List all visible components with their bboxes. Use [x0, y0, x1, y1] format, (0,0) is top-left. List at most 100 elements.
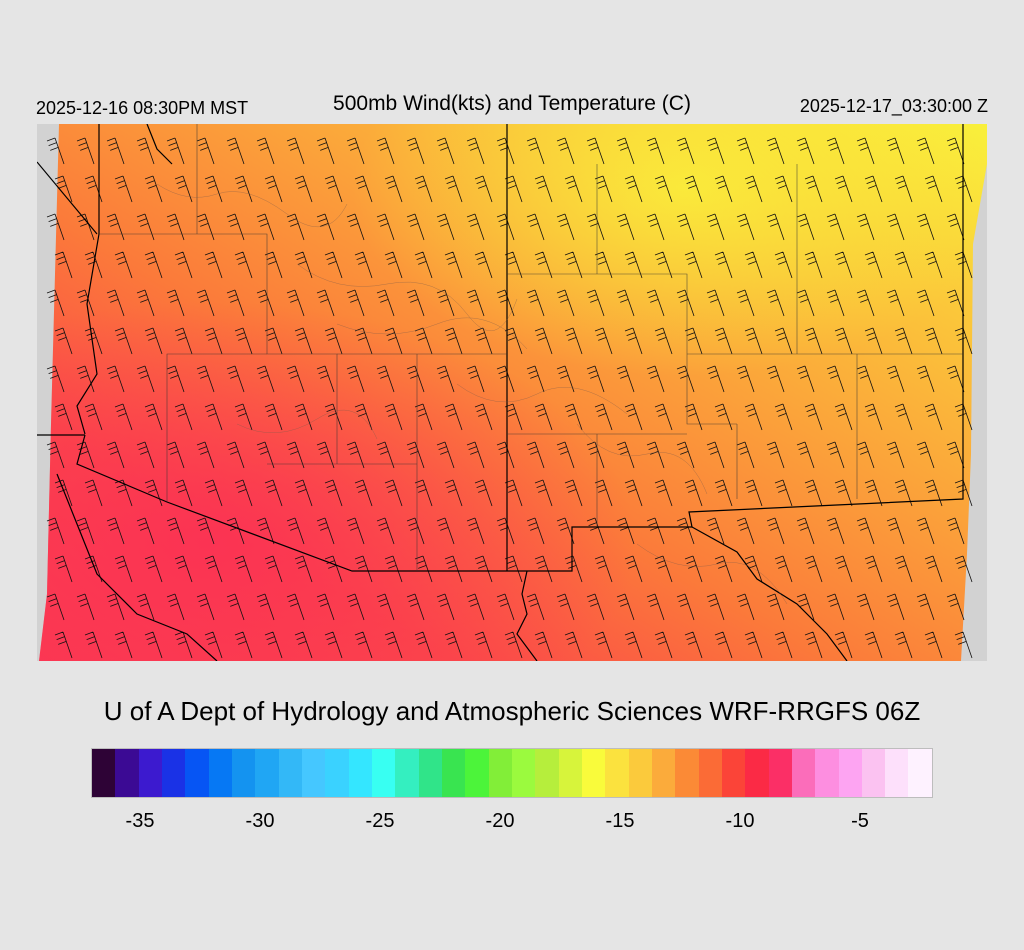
- wind-barb: [76, 441, 95, 469]
- wind-barb: [286, 593, 305, 621]
- wind-barb: [594, 555, 613, 583]
- wind-barb: [774, 555, 793, 583]
- wind-barb: [346, 365, 365, 393]
- wind-barb: [84, 479, 103, 507]
- wind-barb: [264, 327, 283, 355]
- wind-barb: [354, 631, 373, 659]
- wind-barb: [594, 403, 613, 431]
- wind-barb: [774, 327, 793, 355]
- wind-barb: [436, 517, 455, 545]
- wind-barb: [436, 289, 455, 317]
- wind-barb: [204, 175, 223, 203]
- wind-barb: [616, 517, 635, 545]
- colorbar-swatch: [861, 749, 886, 797]
- wind-barb: [616, 213, 635, 241]
- wind-barb: [894, 251, 913, 279]
- wind-barb: [376, 441, 395, 469]
- wind-barb: [834, 555, 853, 583]
- wind-barb: [594, 631, 613, 659]
- colorbar-tick-label: -10: [725, 810, 755, 832]
- wind-barb: [436, 441, 455, 469]
- wind-barb: [834, 631, 853, 659]
- wind-barb: [924, 251, 943, 279]
- wind-barb: [736, 365, 755, 393]
- wind-barb: [714, 631, 733, 659]
- wind-barb: [264, 479, 283, 507]
- wind-barb: [706, 137, 725, 165]
- wind-barb: [144, 403, 163, 431]
- wind-barb: [684, 555, 703, 583]
- wind-barb: [504, 251, 523, 279]
- colorbar-swatch: [511, 749, 536, 797]
- wind-barb: [916, 137, 935, 165]
- wind-barb: [684, 403, 703, 431]
- colorbar-swatch: [465, 749, 489, 797]
- wind-barb: [84, 175, 103, 203]
- colorbar-swatch: [535, 749, 559, 797]
- wind-barb: [556, 365, 575, 393]
- wind-barb: [196, 593, 215, 621]
- wind-barb: [346, 593, 365, 621]
- wind-barb: [436, 593, 455, 621]
- wind-barb: [654, 175, 673, 203]
- wind-barb: [564, 403, 583, 431]
- wind-barb: [54, 479, 73, 507]
- wind-barb: [174, 631, 193, 659]
- wind-barb: [324, 403, 343, 431]
- wind-barb: [946, 593, 965, 621]
- wind-barb: [264, 251, 283, 279]
- wind-barb: [834, 327, 853, 355]
- wind-barb: [144, 327, 163, 355]
- wind-barb: [384, 175, 403, 203]
- wind-barb: [106, 441, 125, 469]
- wind-barb: [804, 631, 823, 659]
- wind-barb: [886, 593, 905, 621]
- wind-barb: [346, 137, 365, 165]
- wind-barb: [616, 593, 635, 621]
- wind-barb: [414, 251, 433, 279]
- wind-barb: [166, 365, 185, 393]
- wind-barb: [954, 327, 973, 355]
- colorbar-swatch: [651, 749, 676, 797]
- wind-barb: [864, 631, 883, 659]
- wind-barb: [444, 175, 463, 203]
- wind-barb: [114, 327, 133, 355]
- colorbar-tick-labels: -35 -30 -25 -20 -15 -10 -5: [0, 810, 1024, 838]
- wind-barb: [286, 213, 305, 241]
- wind-barb: [414, 555, 433, 583]
- colorbar-swatch: [138, 749, 162, 797]
- wind-barb: [564, 175, 583, 203]
- wind-barb: [714, 555, 733, 583]
- wind-barb: [834, 251, 853, 279]
- wind-barb: [466, 213, 485, 241]
- wind-barb: [466, 517, 485, 545]
- wind-barb: [346, 517, 365, 545]
- wind-barb: [894, 479, 913, 507]
- wind-barbs: [46, 137, 973, 659]
- wind-barb: [924, 479, 943, 507]
- wind-barb: [84, 555, 103, 583]
- wind-barb: [256, 365, 275, 393]
- wind-barb: [46, 137, 65, 165]
- wind-barb: [166, 517, 185, 545]
- wind-barb: [54, 327, 73, 355]
- wind-barb: [504, 175, 523, 203]
- wind-barb: [766, 517, 785, 545]
- wind-barb: [534, 175, 553, 203]
- wind-barb: [234, 327, 253, 355]
- wind-barb: [294, 251, 313, 279]
- wind-barb: [316, 441, 335, 469]
- wind-barb: [654, 251, 673, 279]
- wind-barb: [684, 631, 703, 659]
- wind-barb: [106, 365, 125, 393]
- wind-barb: [496, 517, 515, 545]
- wind-barb: [384, 327, 403, 355]
- wind-barb: [594, 251, 613, 279]
- wind-barb: [916, 593, 935, 621]
- colorbar-swatch: [395, 749, 419, 797]
- wind-barb: [144, 479, 163, 507]
- wind-barb: [676, 517, 695, 545]
- wind-barb: [766, 213, 785, 241]
- wind-barb: [714, 175, 733, 203]
- wind-barb: [714, 327, 733, 355]
